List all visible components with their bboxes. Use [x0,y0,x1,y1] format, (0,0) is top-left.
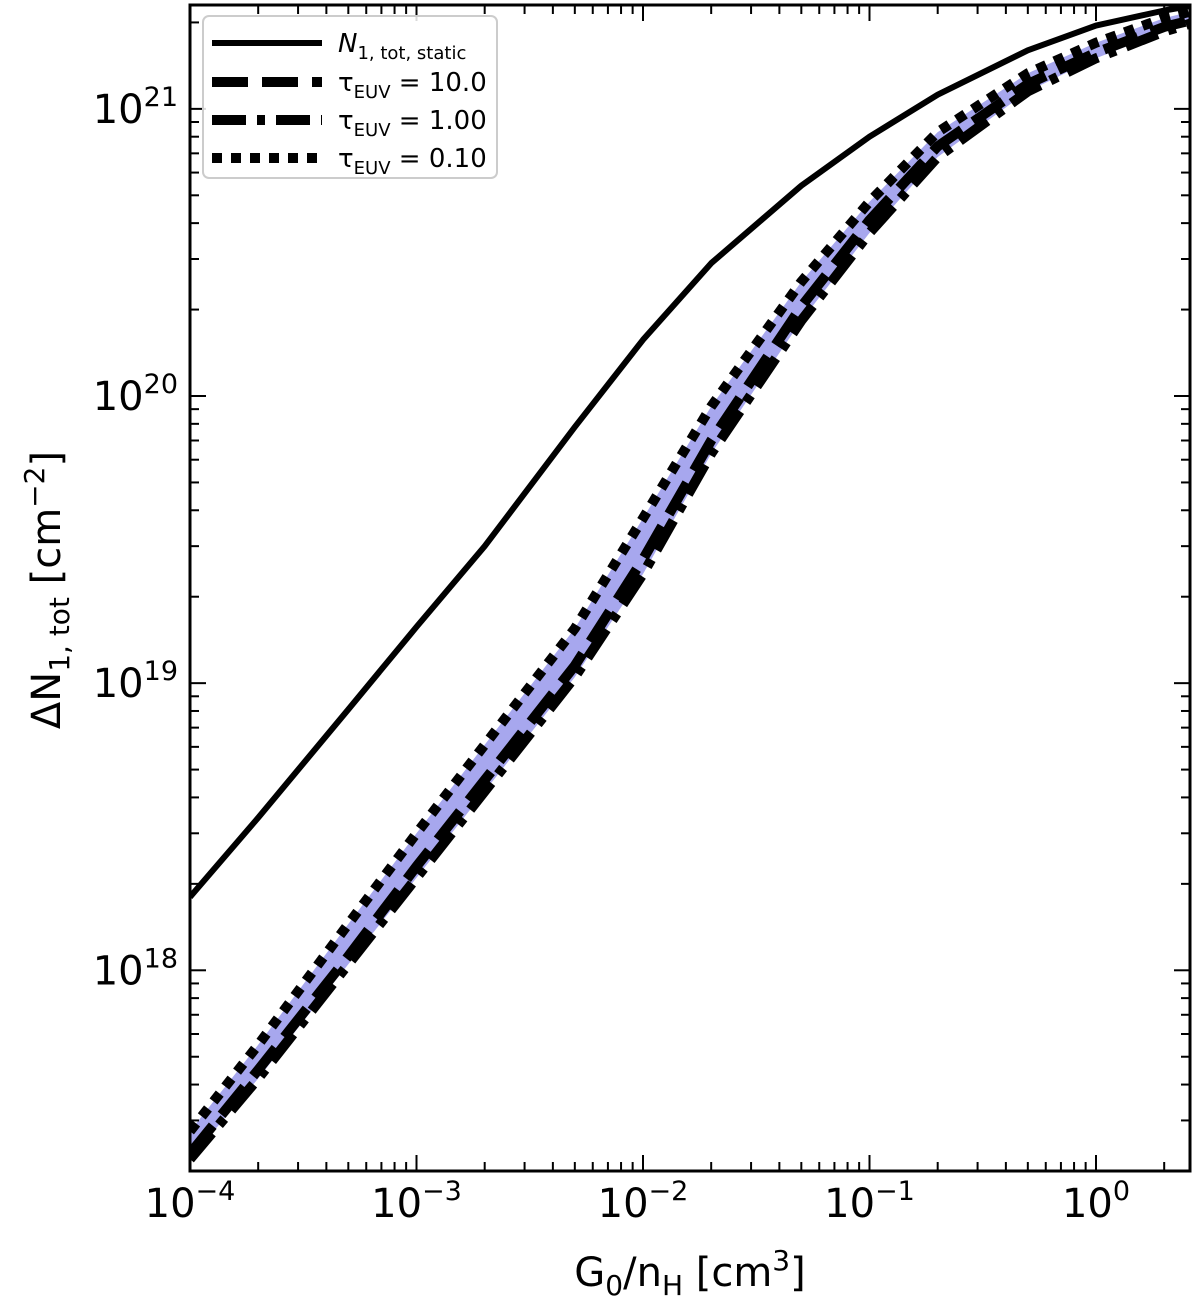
series-line-1 [190,15,1190,1157]
x-axis-label: G0/nH [cm3] [574,1244,805,1301]
legend-label-tau-10: τEUV = 10.0 [338,68,487,103]
series-line-2 [190,18,1190,1163]
series-layer [190,5,1190,1163]
legend: N1, tot, static τEUV = 10.0 τEUV = 1.00 … [202,15,498,179]
legend-label-tau-0.1: τEUV = 0.10 [338,144,487,179]
plot-frame [188,3,1192,1173]
x-tick-label: 10−2 [598,1176,689,1227]
tau-range-band [190,11,1190,1160]
y-tick-labels: 1018 1019 1020 1021 [93,82,178,994]
series-line-3 [190,6,1190,1135]
legend-label-static: N1, tot, static [338,29,466,64]
y-tick-label: 1018 [93,943,178,994]
y-tick-label: 1019 [93,656,178,707]
x-tick-labels: 10−4 10−3 10−2 10−1 100 [145,1176,1130,1227]
legend-label-tau-1: τEUV = 1.00 [338,106,487,141]
x-tick-label: 10−4 [145,1176,236,1227]
y-tick-label: 1021 [93,82,178,133]
y-axis-label: ΔN1, tot [cm−2] [18,451,76,729]
series-line-0 [190,5,1190,899]
plot-area [190,5,1190,1163]
y-tick-label: 1020 [93,369,178,420]
x-tick-label: 100 [1062,1176,1130,1227]
ticks-layer [189,5,1190,1172]
x-tick-label: 10−1 [824,1176,915,1227]
x-tick-label: 10−3 [371,1176,462,1227]
legend-box [202,15,498,179]
